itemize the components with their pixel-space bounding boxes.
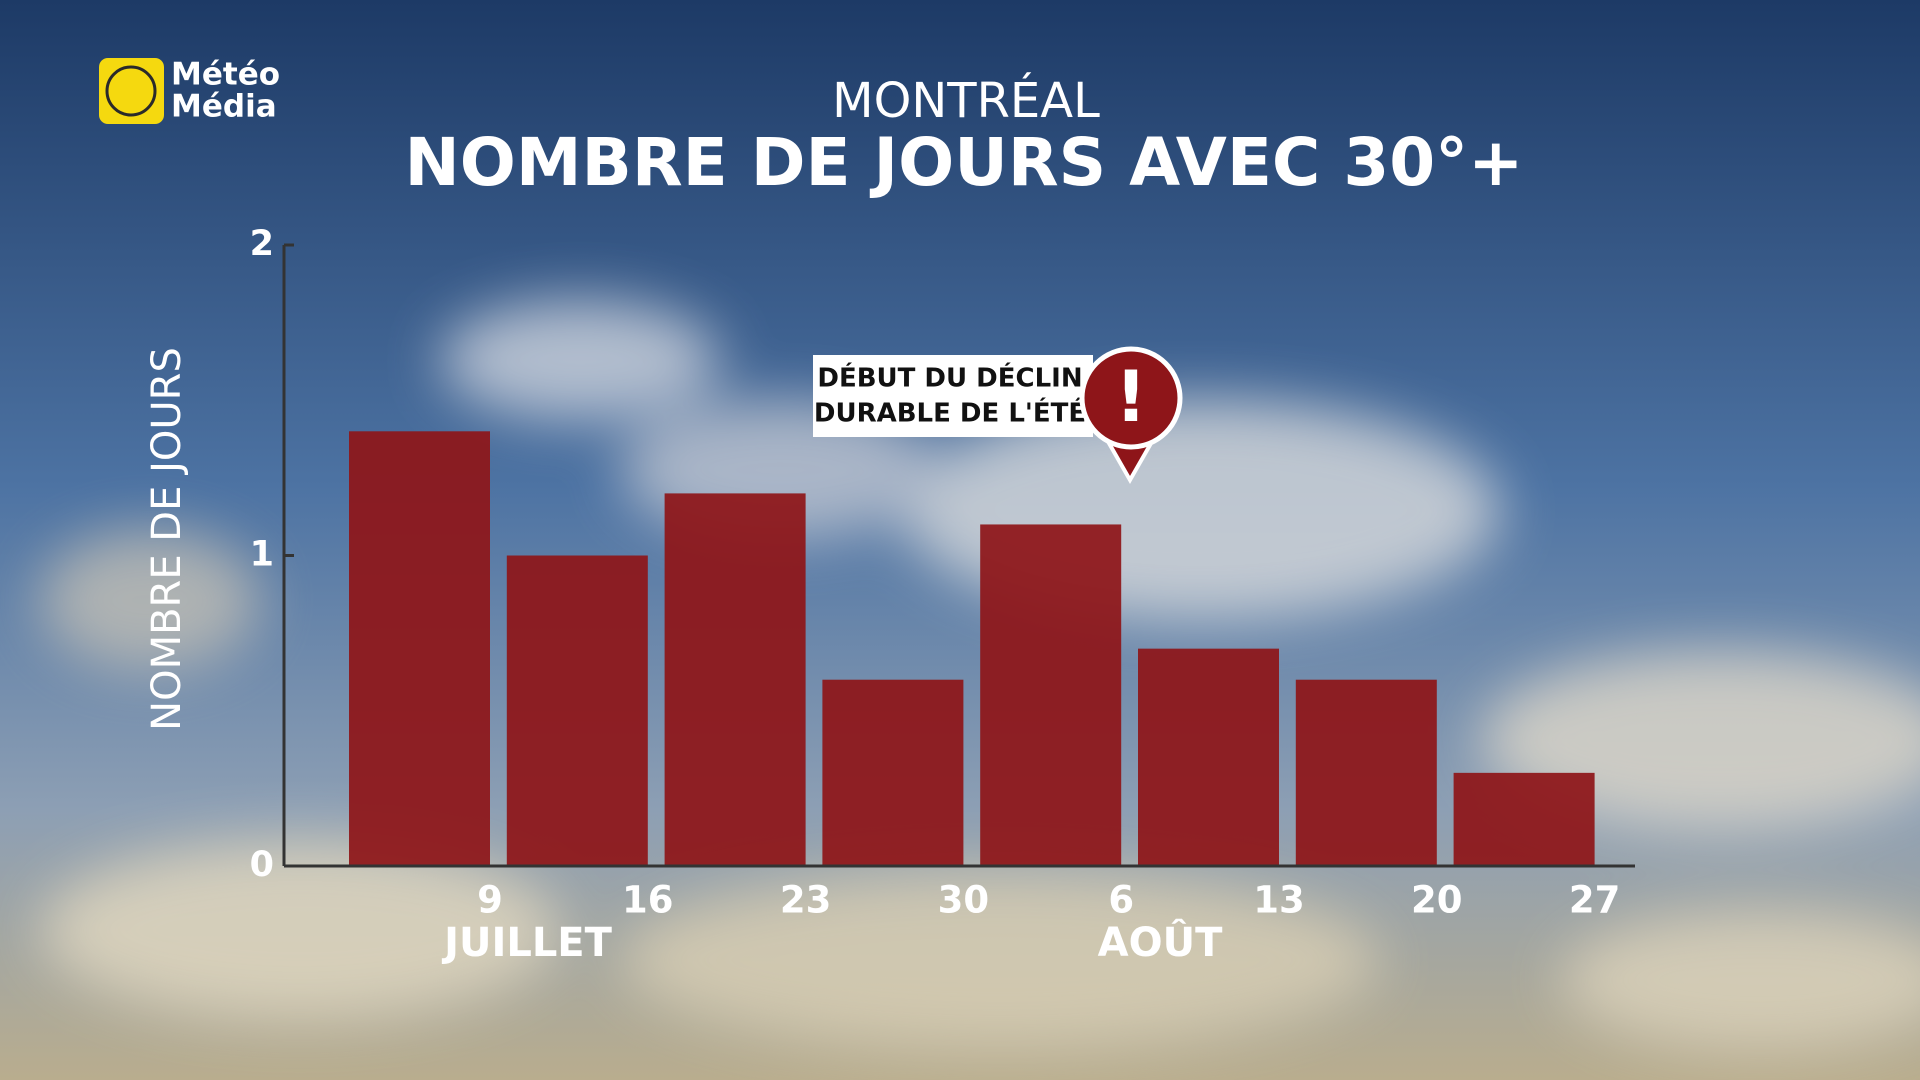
- y-tick-label: 0: [250, 845, 274, 885]
- x-tick-label: 20: [1411, 879, 1463, 922]
- x-tick-label: 16: [622, 879, 674, 922]
- bar: [1295, 679, 1437, 866]
- chart-subtitle: MONTRÉAL: [832, 72, 1100, 129]
- bar: [822, 679, 964, 866]
- logo-globe: [105, 65, 157, 117]
- x-tick-label: 27: [1569, 879, 1621, 922]
- x-tick-label: 13: [1253, 879, 1305, 922]
- bar: [1453, 772, 1595, 866]
- annotation-text: DÉBUT DU DÉCLIN: [817, 362, 1082, 394]
- bar: [664, 493, 806, 866]
- logo-text: Média: [171, 89, 277, 125]
- clouds: [40, 300, 1920, 1050]
- x-tick-label: 23: [780, 879, 832, 922]
- annotation-box: [813, 355, 1093, 437]
- bar: [506, 555, 648, 866]
- y-tick-label: 1: [250, 535, 274, 575]
- y-tick-label: 2: [250, 224, 274, 264]
- chart-title: NOMBRE DE JOURS AVEC 30°+: [405, 124, 1524, 201]
- annotation-pin: [1079, 346, 1183, 450]
- logo-text: Météo: [171, 57, 280, 93]
- bar: [980, 524, 1122, 866]
- annotation-icon: !: [1115, 356, 1147, 438]
- bar: [349, 431, 490, 866]
- x-tick-label: 30: [938, 879, 990, 922]
- month-label: AOÛT: [1098, 918, 1223, 966]
- month-label: JUILLET: [441, 920, 613, 966]
- bar: [1138, 648, 1279, 866]
- x-tick-label: 6: [1108, 879, 1134, 922]
- annotation-text: DURABLE DE L'ÉTÉ: [814, 397, 1086, 429]
- x-tick-label: 9: [477, 879, 503, 922]
- y-axis-label: NOMBRE DE JOURS: [144, 347, 190, 731]
